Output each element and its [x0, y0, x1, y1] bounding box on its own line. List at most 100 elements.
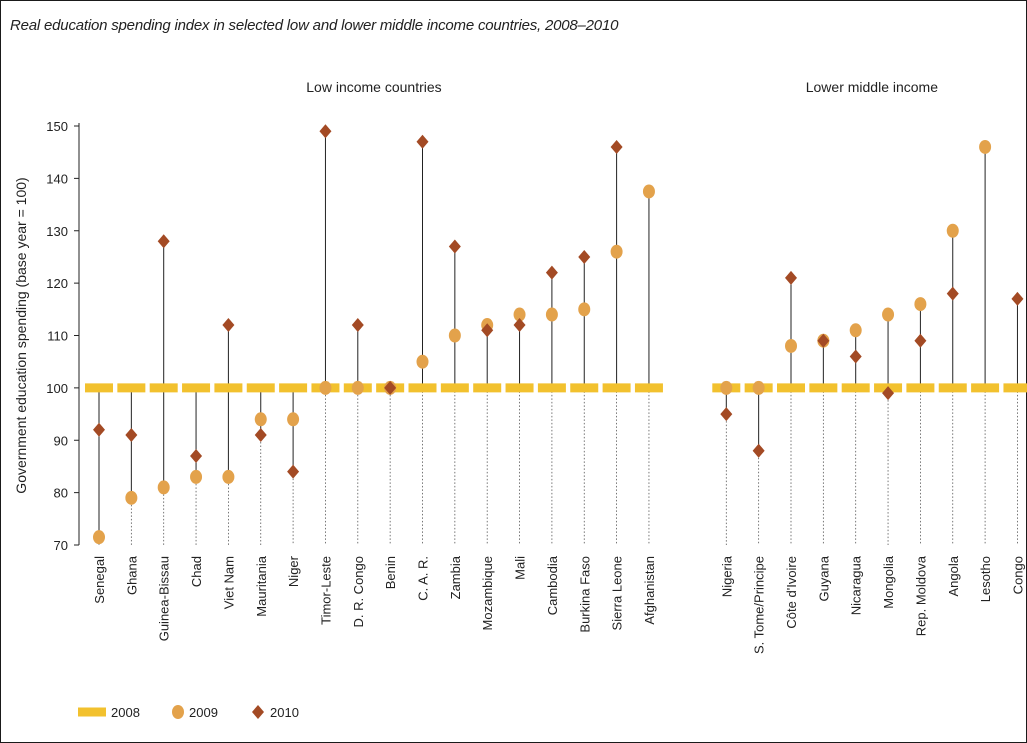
- legend-label-2008: 2008: [111, 705, 140, 720]
- x-tick-label-c-te-d-ivoire: Côte d'Ivoire: [784, 556, 799, 629]
- marker-2009-mongolia: [882, 307, 895, 322]
- x-tick-label-timor-leste: Timor-Leste: [318, 556, 333, 625]
- marker-2010-benin: [384, 380, 397, 395]
- marker-2010-burkina-faso: [578, 249, 591, 264]
- x-tick-label-angola: Angola: [946, 555, 961, 596]
- marker-2009-chad: [190, 469, 203, 484]
- marker-2008-afghanistan: [634, 383, 663, 393]
- y-tick-label-120: 120: [46, 276, 68, 291]
- y-tick-label-70: 70: [54, 538, 68, 553]
- marker-2009-c-te-d-ivoire: [785, 338, 797, 353]
- x-tick-label-benin: Benin: [383, 556, 398, 589]
- marker-2010-nigeria: [720, 407, 733, 422]
- marker-2010-niger: [287, 464, 300, 479]
- y-tick-label-130: 130: [46, 224, 68, 239]
- marker-2010-ghana: [125, 428, 138, 443]
- x-tick-label-rep-moldova: Rep. Moldova: [913, 555, 928, 636]
- marker-2009-sierra-leone: [610, 244, 623, 259]
- marker-2010-viet-nam: [222, 318, 235, 333]
- marker-2008-viet-nam: [214, 383, 243, 393]
- marker-2010-nicaragua: [849, 349, 862, 364]
- chart-title: Real education spending index in selecte…: [10, 17, 619, 34]
- marker-2008-niger: [279, 383, 308, 393]
- marker-2009-mauritania: [254, 412, 267, 427]
- x-tick-label-nicaragua: Nicaragua: [849, 555, 864, 615]
- marker-2009-senegal: [93, 530, 105, 545]
- marker-2010-guinea-bissau: [157, 234, 170, 249]
- marker-2008-ghana: [117, 383, 146, 393]
- legend-label-2010: 2010: [270, 705, 299, 720]
- x-tick-label-s-tome-principe: S. Tome/Principe: [752, 556, 767, 654]
- y-tick-label-140: 140: [46, 171, 68, 186]
- x-tick-label-mongolia: Mongolia: [881, 555, 896, 609]
- marker-2010-mozambique: [481, 323, 494, 338]
- marker-2010-congo: [1011, 291, 1024, 306]
- marker-2010-mali: [513, 318, 526, 333]
- marker-2010-sierra-leone: [610, 139, 623, 154]
- y-tick-label-100: 100: [46, 381, 68, 396]
- marker-2008-nicaragua: [841, 383, 870, 393]
- marker-2009-mali: [513, 307, 526, 322]
- marker-2009-burkina-faso: [578, 302, 591, 317]
- x-tick-label-sierra-leone: Sierra Leone: [610, 556, 625, 630]
- marker-2008-mauritania: [246, 383, 275, 393]
- y-tick-label-110: 110: [47, 329, 68, 344]
- marker-2008-sierra-leone: [602, 383, 631, 393]
- x-tick-label-ghana: Ghana: [124, 555, 139, 595]
- x-tick-label-cambodia: Cambodia: [545, 555, 560, 615]
- marker-2008-zambia: [440, 383, 469, 393]
- marker-2010-rep-moldova: [914, 333, 927, 348]
- x-tick-label-congo: Congo: [1010, 556, 1025, 594]
- marker-2010-mongolia: [882, 386, 895, 401]
- legend-marker-2009: [172, 705, 184, 719]
- marker-2008-c-te-d-ivoire: [777, 383, 805, 393]
- marker-2009-niger: [287, 412, 300, 427]
- x-tick-label-guyana: Guyana: [816, 555, 831, 601]
- x-tick-label-niger: Niger: [286, 555, 301, 587]
- marker-2008-guyana: [809, 383, 838, 393]
- marker-2008-burkina-faso: [570, 383, 599, 393]
- y-axis-label: Government education spending (base year…: [13, 177, 29, 493]
- y-tick-label-90: 90: [54, 433, 68, 448]
- x-tick-label-nigeria: Nigeria: [719, 555, 734, 597]
- marker-2010-cambodia: [545, 265, 558, 280]
- x-tick-label-burkina-faso: Burkina Faso: [577, 556, 592, 633]
- marker-2009-lesotho: [979, 139, 992, 154]
- marker-2009-viet-nam: [222, 469, 235, 484]
- marker-2009-nigeria: [720, 380, 733, 395]
- marker-2008-cambodia: [537, 383, 566, 393]
- marker-2010-guyana: [817, 333, 830, 348]
- marker-2008-congo: [1003, 383, 1027, 393]
- marker-2010-mauritania: [254, 428, 267, 443]
- marker-2009-s-tome-principe: [752, 380, 765, 395]
- marker-2008-mali: [505, 383, 534, 393]
- marker-2010-angola: [946, 286, 959, 301]
- x-tick-label-senegal: Senegal: [92, 556, 107, 604]
- marker-2008-chad: [182, 383, 211, 393]
- marker-2010-c-te-d-ivoire: [785, 270, 797, 285]
- x-tick-label-viet-nam: Viet Nam: [221, 556, 236, 609]
- marker-2010-s-tome-principe: [752, 443, 765, 458]
- marker-2008-guinea-bissau: [149, 383, 178, 393]
- y-tick-label-150: 150: [46, 119, 68, 134]
- x-tick-label-guinea-bissau: Guinea-Bissau: [157, 556, 172, 641]
- marker-2008-mozambique: [473, 383, 502, 393]
- marker-2009-angola: [946, 223, 959, 238]
- legend-label-2009: 2009: [189, 705, 218, 720]
- x-tick-label-zambia: Zambia: [448, 555, 463, 599]
- x-tick-label-chad: Chad: [189, 556, 204, 587]
- marker-2009-c-a-r: [416, 354, 429, 369]
- marker-2009-timor-leste: [319, 380, 332, 395]
- marker-2008-angola: [938, 383, 967, 393]
- marker-2010-c-a-r: [416, 134, 429, 149]
- y-tick-label-80: 80: [54, 486, 68, 501]
- x-tick-label-lesotho: Lesotho: [978, 556, 993, 602]
- group-label-lower-middle-income: Lower middle income: [806, 79, 938, 95]
- x-tick-label-d-r-congo: D. R. Congo: [351, 556, 366, 628]
- marker-2010-timor-leste: [319, 124, 332, 139]
- marker-2010-chad: [190, 448, 203, 463]
- marker-2010-senegal: [93, 422, 105, 437]
- marker-2009-guinea-bissau: [157, 480, 170, 495]
- marker-2009-afghanistan: [642, 184, 655, 199]
